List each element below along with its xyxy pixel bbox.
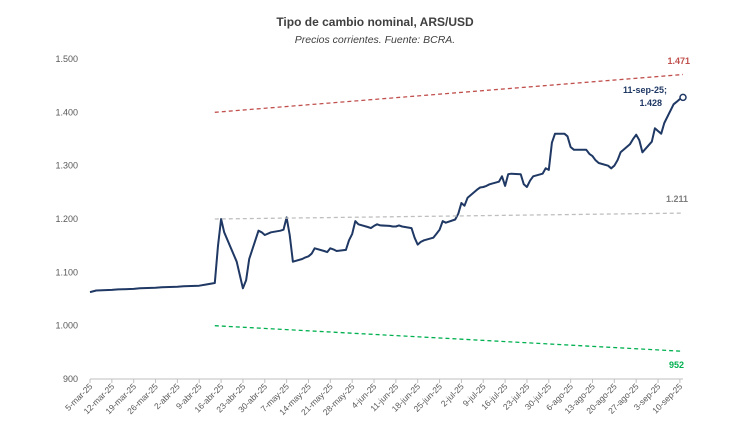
x-tick-label: 2-jul-25 [439, 381, 466, 408]
mid-line-end-label: 1.211 [666, 194, 688, 204]
lower-band-line [214, 325, 684, 352]
y-tick-label: 1.400 [55, 107, 78, 117]
y-tick-label: 1.100 [55, 267, 78, 277]
chart-title: Tipo de cambio nominal, ARS/USD [276, 15, 474, 29]
upper-band-line [214, 73, 684, 113]
mid-line-line [214, 212, 684, 220]
series-layer [89, 73, 687, 352]
annotation-layer: 11-sep-25; 1.428 1.471 1.211 952 [623, 56, 690, 370]
exchange-rate-line [89, 96, 684, 294]
y-tick-label: 900 [63, 374, 78, 384]
y-tick-label: 1.500 [55, 54, 78, 64]
chart-subtitle: Precios corrientes. Fuente: BCRA. [295, 34, 455, 46]
last-point-value-label: 1.428 [639, 98, 662, 108]
axes: 9001.0001.1001.2001.3001.4001.5005-mar-2… [55, 54, 684, 417]
y-tick-label: 1.300 [55, 161, 78, 171]
y-tick-label: 1.000 [55, 321, 78, 331]
y-tick-label: 1.200 [55, 214, 78, 224]
upper-band-end-label: 1.471 [667, 56, 690, 66]
last-point-date-label: 11-sep-25; [623, 85, 667, 95]
last-point-marker [679, 93, 687, 102]
lower-band-end-label: 952 [669, 360, 684, 370]
